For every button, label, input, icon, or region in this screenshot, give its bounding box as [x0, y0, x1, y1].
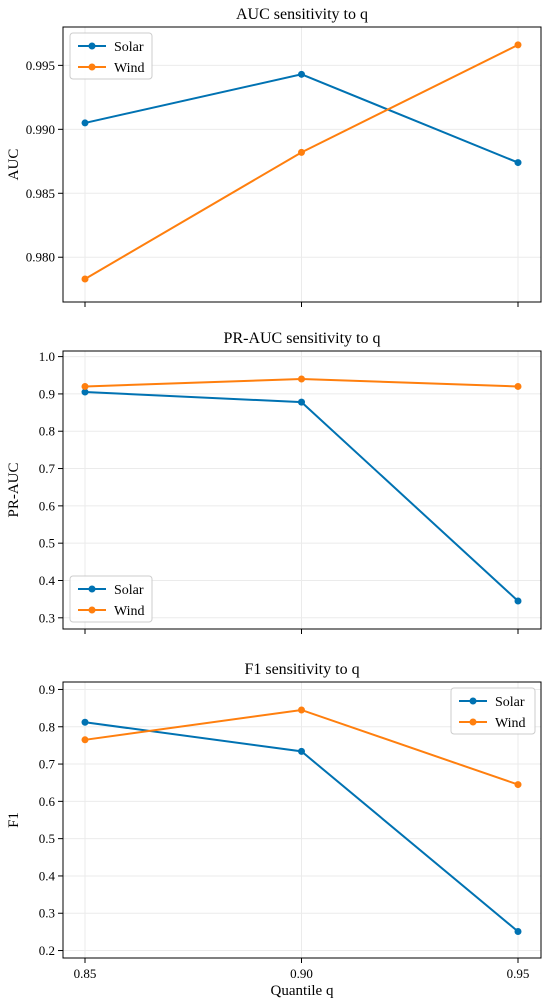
- legend: Solar Wind: [69, 32, 153, 80]
- legend: Solar Wind: [450, 687, 536, 735]
- y-tick-label: 0.5: [39, 831, 55, 846]
- legend-marker-solar: [88, 42, 96, 50]
- y-tick-label: 0.980: [26, 250, 55, 265]
- data-point-solar: [514, 159, 522, 167]
- data-point-wind: [298, 706, 305, 714]
- y-tick-label: 0.7: [39, 757, 56, 772]
- legend-marker-solar: [88, 585, 96, 593]
- y-tick-label: 0.2: [39, 943, 55, 958]
- data-point-solar: [81, 388, 89, 396]
- data-point-solar: [298, 398, 305, 406]
- legend-marker-solar: [469, 697, 477, 705]
- panel-2: 0.3 0.4 0.5 0.6 0.7 0.8 0.9 1.0 PR-AUC sensitivi…: [6, 330, 542, 634]
- panel-title: F1 sensitivity to q: [244, 661, 359, 678]
- legend-label-wind: Wind: [114, 604, 145, 619]
- data-point-wind: [514, 41, 522, 49]
- y-tick-label: 0.7: [39, 461, 56, 476]
- x-tick-label: 0.95: [507, 966, 530, 981]
- data-point-solar: [514, 928, 522, 936]
- data-point-wind: [298, 375, 305, 383]
- y-tick-label: 0.6: [39, 498, 56, 513]
- y-axis-label: F1: [6, 812, 22, 828]
- data-point-wind: [514, 382, 522, 390]
- y-tick-label: 0.990: [26, 122, 55, 137]
- y-tick-label: 0.4: [39, 573, 56, 588]
- data-point-solar: [81, 119, 89, 127]
- legend-label-wind: Wind: [114, 61, 145, 76]
- legend-marker-wind: [88, 63, 96, 71]
- data-point-solar: [298, 747, 305, 755]
- y-tick-label: 0.3: [39, 610, 55, 625]
- panel-3: 0.2 0.3 0.4 0.5 0.6 0.7 0.8 0.9 0.85 0.90 0.95 F1 s…: [6, 661, 542, 999]
- y-tick-label: 1.0: [39, 349, 55, 364]
- legend-label-wind: Wind: [495, 716, 526, 731]
- legend-label-solar: Solar: [114, 583, 144, 598]
- y-tick-label: 0.3: [39, 906, 55, 921]
- y-tick-label: 0.9: [39, 682, 55, 697]
- legend-label-solar: Solar: [495, 695, 525, 710]
- y-tick-label: 0.5: [39, 536, 55, 551]
- y-tick-label: 0.995: [26, 58, 55, 73]
- data-point-solar: [514, 597, 522, 605]
- data-point-wind: [81, 382, 89, 390]
- data-point-solar: [298, 70, 305, 78]
- legend-label-solar: Solar: [114, 40, 144, 55]
- y-tick-label: 0.4: [39, 868, 56, 883]
- y-tick-label: 0.8: [39, 719, 55, 734]
- data-point-wind: [514, 781, 522, 789]
- legend: Solar Wind: [69, 575, 153, 623]
- y-axis-label: AUC: [6, 149, 22, 181]
- data-point-wind: [81, 275, 89, 283]
- y-tick-label: 0.9: [39, 386, 55, 401]
- x-tick-label: 0.90: [290, 966, 313, 981]
- data-point-solar: [81, 718, 89, 726]
- x-tick-label: 0.85: [74, 966, 97, 981]
- y-axis-label: PR-AUC: [6, 462, 22, 517]
- y-tick-label: 0.985: [26, 186, 55, 201]
- x-axis-label: Quantile q: [271, 983, 334, 999]
- panel-1: 0.980 0.985 0.990 0.995 AUC sensitivity to q…: [6, 6, 542, 307]
- panel-title: AUC sensitivity to q: [236, 6, 368, 23]
- y-tick-label: 0.8: [39, 424, 55, 439]
- data-point-wind: [298, 148, 305, 156]
- panel-title: PR-AUC sensitivity to q: [224, 330, 381, 347]
- data-point-wind: [81, 736, 89, 744]
- legend-marker-wind: [88, 606, 96, 614]
- y-tick-label: 0.6: [39, 794, 56, 809]
- legend-marker-wind: [469, 718, 477, 726]
